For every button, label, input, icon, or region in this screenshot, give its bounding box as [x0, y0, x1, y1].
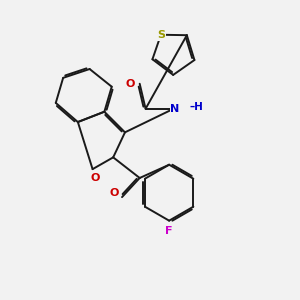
- Text: O: O: [126, 79, 135, 89]
- Text: N: N: [170, 104, 180, 114]
- Text: O: O: [109, 188, 119, 198]
- Text: –H: –H: [190, 102, 204, 112]
- Text: O: O: [90, 173, 100, 183]
- Text: S: S: [157, 30, 165, 40]
- Text: F: F: [165, 226, 173, 236]
